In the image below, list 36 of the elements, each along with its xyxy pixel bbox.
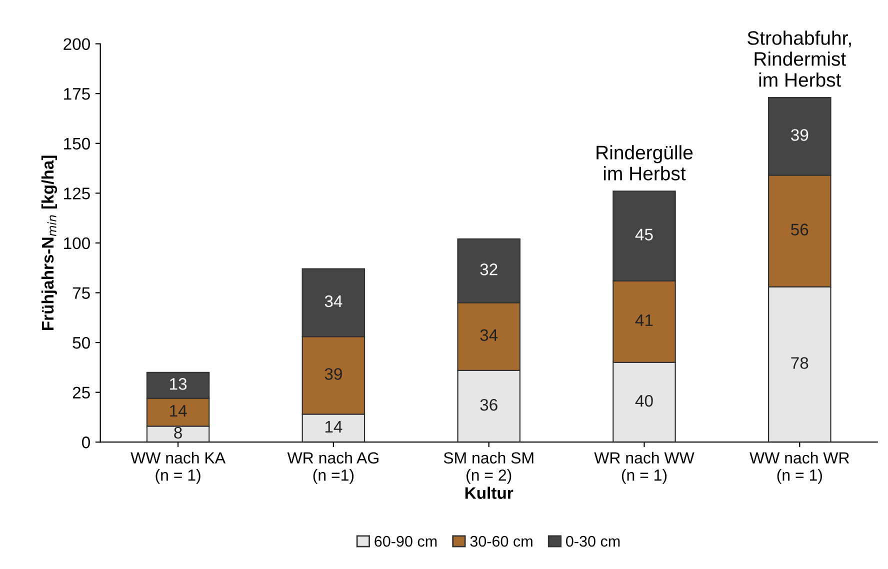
y-tick-label: 100 bbox=[64, 237, 90, 250]
annotation: Strohabfuhr, Rindermist im Herbst bbox=[748, 30, 851, 87]
data-label: 56 bbox=[791, 224, 808, 236]
y-tick-label: 175 bbox=[64, 88, 90, 100]
x-axis-title: Kultur bbox=[465, 486, 514, 499]
y-tick-label: 75 bbox=[72, 287, 90, 299]
x-tick-label: WR nach WW (n = 1) bbox=[594, 452, 694, 484]
data-label: 39 bbox=[791, 129, 808, 141]
y-tick-label: 50 bbox=[72, 336, 90, 349]
data-label: 34 bbox=[324, 295, 342, 308]
data-label: 34 bbox=[480, 329, 498, 342]
legend-label: 0-30 cm bbox=[566, 536, 620, 547]
data-label: 36 bbox=[480, 398, 498, 411]
legend-label: 60-90 cm bbox=[374, 536, 437, 547]
y-axis-title: Frühjahrs-N$_{min}$ [kg/ha] bbox=[41, 156, 58, 330]
y-tick-label: 125 bbox=[64, 188, 90, 200]
data-label: 45 bbox=[635, 228, 653, 240]
data-label: 40 bbox=[635, 394, 653, 407]
data-label: 78 bbox=[791, 357, 808, 369]
data-label: 13 bbox=[170, 378, 187, 390]
y-tick-label: 200 bbox=[64, 38, 90, 50]
annotation: Rindergülle im Herbst bbox=[596, 145, 693, 180]
data-label: 41 bbox=[635, 314, 653, 326]
data-label: 8 bbox=[174, 426, 182, 439]
y-tick-label: 0 bbox=[82, 436, 90, 448]
x-tick-label: WW nach KA (n = 1) bbox=[130, 452, 226, 484]
x-tick-label: SM nach SM (n = 2) bbox=[444, 452, 534, 484]
y-tick-label: 150 bbox=[64, 138, 90, 150]
data-label: 39 bbox=[324, 368, 342, 380]
legend-label: 30-60 cm bbox=[470, 536, 532, 547]
data-label: 14 bbox=[325, 421, 342, 432]
data-label: 32 bbox=[480, 264, 498, 276]
x-tick-label: WR nach AG (n =1) bbox=[287, 452, 378, 484]
data-label: 14 bbox=[170, 405, 187, 417]
x-tick-label: WW nach WR (n = 1) bbox=[750, 452, 850, 484]
y-tick-label: 25 bbox=[72, 386, 90, 399]
